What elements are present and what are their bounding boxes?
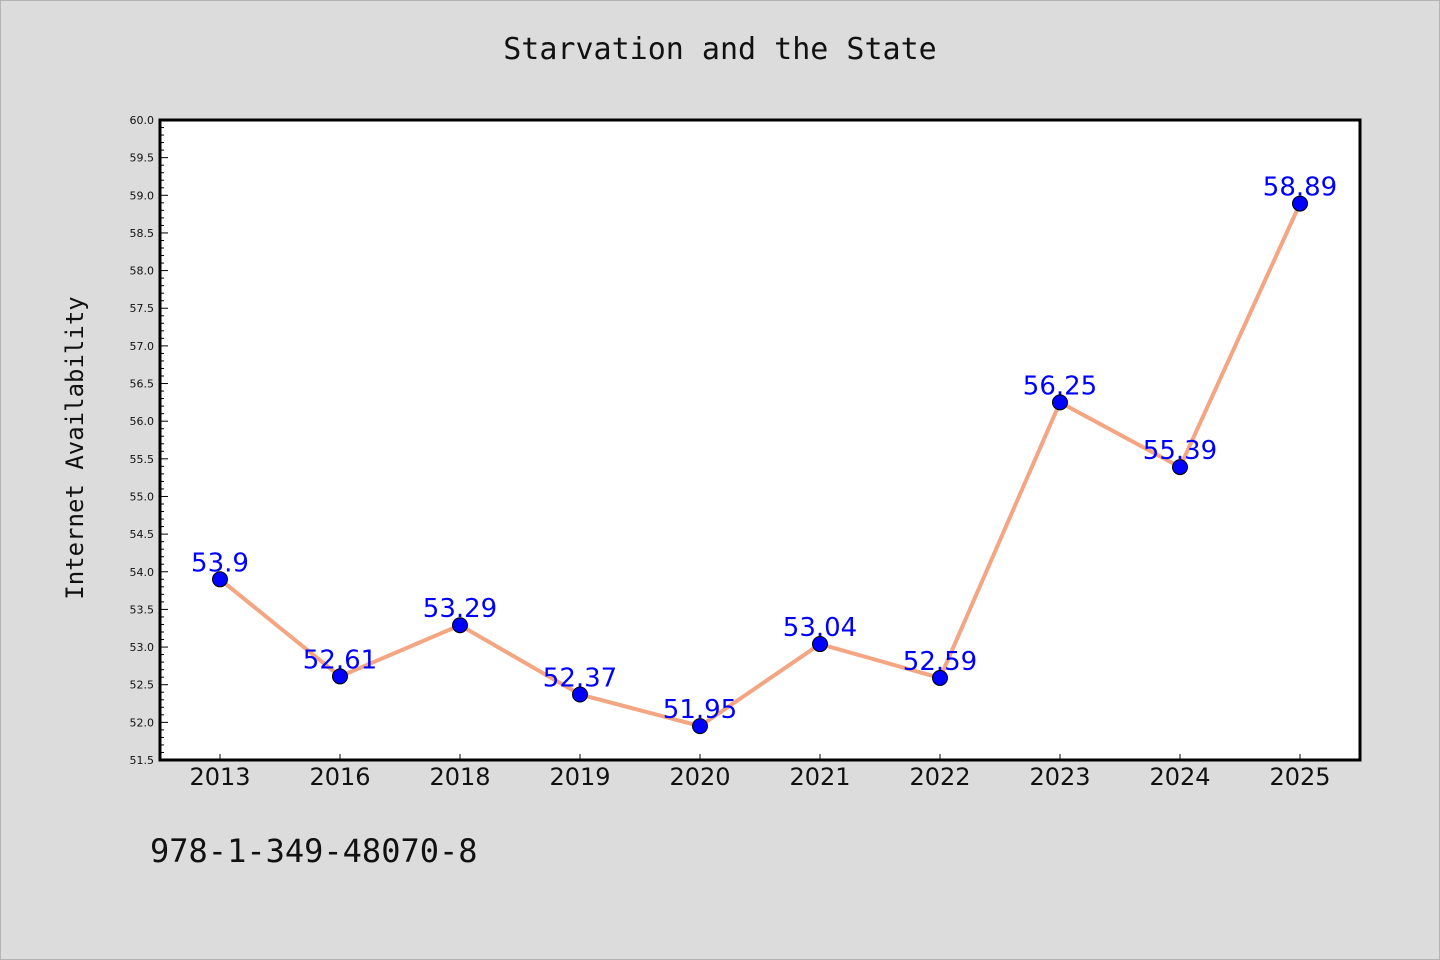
- data-point: [1172, 459, 1188, 476]
- data-point: [332, 668, 348, 685]
- data-label: 52.59: [903, 647, 977, 677]
- y-tick-label: 58.5: [130, 227, 155, 240]
- y-tick-label: 59.0: [130, 189, 155, 202]
- y-tick-label: 53.5: [130, 603, 155, 616]
- y-tick-label: 54.0: [130, 566, 155, 579]
- data-label: 58.89: [1263, 173, 1337, 203]
- data-point: [932, 669, 948, 686]
- data-label: 53.04: [783, 613, 857, 643]
- data-label: 56.25: [1023, 371, 1097, 401]
- y-tick-label: 55.5: [130, 453, 155, 466]
- data-point: [1292, 195, 1308, 212]
- y-tick-label: 52.0: [130, 716, 155, 729]
- data-point: [1052, 394, 1068, 411]
- data-point: [812, 636, 828, 653]
- x-tick-label: 2025: [1269, 763, 1330, 791]
- y-tick-label: 51.5: [130, 754, 155, 767]
- y-tick-label: 52.5: [130, 679, 155, 692]
- data-label: 53.29: [423, 594, 497, 624]
- chart-title: Starvation and the State: [503, 32, 937, 67]
- data-point: [452, 617, 468, 634]
- y-tick-label: 57.0: [130, 340, 155, 353]
- y-tick-label: 57.5: [130, 302, 155, 315]
- y-tick-label: 54.5: [130, 528, 155, 541]
- y-tick-label: 59.5: [130, 152, 155, 165]
- series-line: [218, 201, 1302, 729]
- x-tick-label: 2021: [789, 763, 850, 791]
- y-tick-label: 58.0: [130, 265, 155, 278]
- data-point: [572, 686, 588, 703]
- x-tick-label: 2019: [549, 763, 610, 791]
- y-tick-label: 56.0: [130, 415, 155, 428]
- data-label: 55.39: [1143, 436, 1217, 466]
- x-tick-label: 2013: [189, 763, 250, 791]
- data-label: 52.61: [303, 645, 377, 675]
- y-tick-label: 56.5: [130, 378, 155, 391]
- isbn-footer: 978-1-349-48070-8: [150, 832, 478, 870]
- x-tick-label: 2024: [1149, 763, 1210, 791]
- data-point: [212, 571, 228, 588]
- y-tick-label: 53.0: [130, 641, 155, 654]
- y-tick-label: 55.0: [130, 490, 155, 503]
- x-tick-label: 2018: [429, 763, 490, 791]
- plot-area: [160, 120, 1360, 760]
- y-tick-label: 60.0: [130, 114, 155, 127]
- x-tick-label: 2022: [909, 763, 970, 791]
- plot-border: [158, 118, 1362, 762]
- x-tick-label: 2023: [1029, 763, 1090, 791]
- data-point: [692, 718, 708, 735]
- x-tick-label: 2016: [309, 763, 370, 791]
- x-tick-label: 2020: [669, 763, 730, 791]
- data-label: 52.37: [543, 663, 617, 693]
- data-label: 53.9: [191, 548, 249, 578]
- data-label: 51.95: [663, 695, 737, 725]
